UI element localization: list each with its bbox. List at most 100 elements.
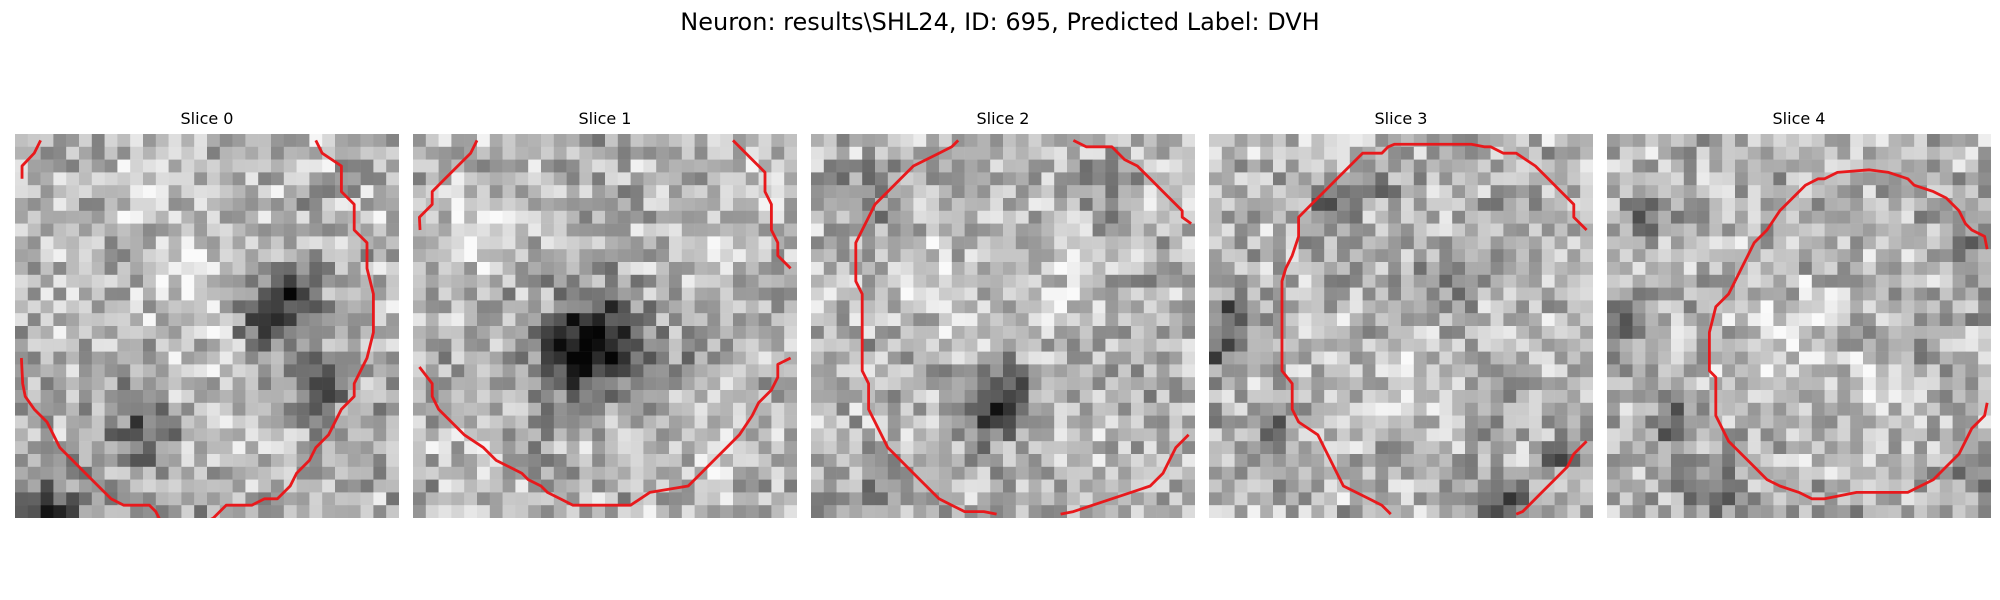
- pixel: [1311, 377, 1325, 391]
- pixel: [707, 185, 721, 199]
- pixel: [745, 236, 759, 250]
- pixel: [91, 402, 105, 416]
- pixel: [1503, 338, 1517, 352]
- pixel: [643, 415, 657, 429]
- pixel: [258, 146, 272, 160]
- pixel: [1863, 454, 1877, 468]
- pixel: [592, 466, 606, 480]
- pixel: [296, 185, 310, 199]
- pixel: [1156, 326, 1170, 340]
- pixel: [258, 377, 272, 391]
- pixel: [1516, 479, 1530, 493]
- pixel: [1439, 479, 1453, 493]
- pixel: [1209, 313, 1223, 327]
- pixel: [438, 198, 452, 212]
- pixel: [784, 505, 797, 518]
- pixel: [1028, 146, 1042, 160]
- pixel: [964, 274, 978, 288]
- pixel: [1362, 415, 1376, 429]
- pixel: [1234, 159, 1248, 173]
- pixel: [1683, 338, 1697, 352]
- pixel: [528, 326, 542, 340]
- pixel: [1811, 249, 1825, 263]
- pixel: [1388, 505, 1402, 518]
- pixel: [1671, 313, 1685, 327]
- pixel: [1221, 210, 1235, 224]
- pixel: [643, 454, 657, 468]
- pixel: [964, 492, 978, 506]
- pixel: [130, 210, 144, 224]
- pixel: [643, 249, 657, 263]
- pixel: [758, 505, 772, 518]
- pixel: [66, 185, 80, 199]
- pixel: [1413, 262, 1427, 276]
- pixel: [15, 415, 29, 429]
- pixel: [566, 185, 580, 199]
- pixel: [194, 210, 208, 224]
- pixel: [489, 159, 503, 173]
- pixel: [617, 415, 631, 429]
- pixel: [1439, 415, 1453, 429]
- pixel: [1952, 479, 1966, 493]
- pixel: [1401, 223, 1415, 237]
- pixel: [1516, 454, 1530, 468]
- pixel: [373, 172, 387, 186]
- pixel: [1054, 134, 1068, 148]
- pixel: [1041, 402, 1055, 416]
- pixel: [1503, 134, 1517, 148]
- pixel: [1349, 262, 1363, 276]
- pixel: [1465, 313, 1479, 327]
- pixel: [1182, 326, 1195, 340]
- pixel: [373, 313, 387, 327]
- pixel: [1105, 390, 1119, 404]
- pixel: [79, 134, 93, 148]
- pixel: [1067, 236, 1081, 250]
- pixel: [681, 185, 695, 199]
- contour-line: [1072, 139, 1192, 225]
- pixel: [130, 415, 144, 429]
- pixel: [1079, 146, 1093, 160]
- pixel: [1041, 172, 1055, 186]
- pixel: [1837, 198, 1851, 212]
- pixel: [1888, 479, 1902, 493]
- pixel: [849, 326, 863, 340]
- pixel: [1131, 223, 1145, 237]
- pixel: [1632, 326, 1646, 340]
- pixel: [1054, 210, 1068, 224]
- pixel: [207, 377, 221, 391]
- slice-panel-1: Slice 1: [413, 108, 797, 518]
- pixel: [1927, 134, 1941, 148]
- pixel: [1285, 313, 1299, 327]
- pixel: [1452, 210, 1466, 224]
- pixel: [605, 223, 619, 237]
- pixel: [1131, 441, 1145, 455]
- pixel: [258, 274, 272, 288]
- pixel: [1079, 198, 1093, 212]
- pixel: [939, 223, 953, 237]
- pixel: [553, 172, 567, 186]
- pixel: [1516, 249, 1530, 263]
- pixel: [130, 172, 144, 186]
- pixel: [1901, 313, 1915, 327]
- pixel: [528, 492, 542, 506]
- pixel: [1978, 466, 1991, 480]
- pixel: [1067, 300, 1081, 314]
- pixel: [1324, 146, 1338, 160]
- pixel: [438, 300, 452, 314]
- pixel: [1811, 313, 1825, 327]
- pixel: [1760, 300, 1774, 314]
- pixel: [784, 454, 797, 468]
- pixel: [1965, 326, 1979, 340]
- pixel: [117, 351, 131, 365]
- pixel: [309, 300, 323, 314]
- pixel: [1503, 377, 1517, 391]
- pixel: [771, 159, 785, 173]
- pixel: [1965, 402, 1979, 416]
- pixel: [155, 313, 169, 327]
- pixel: [811, 377, 825, 391]
- pixel: [373, 159, 387, 173]
- pixel: [1273, 479, 1287, 493]
- pixel: [502, 262, 516, 276]
- pixel: [1131, 377, 1145, 391]
- pixel: [283, 415, 297, 429]
